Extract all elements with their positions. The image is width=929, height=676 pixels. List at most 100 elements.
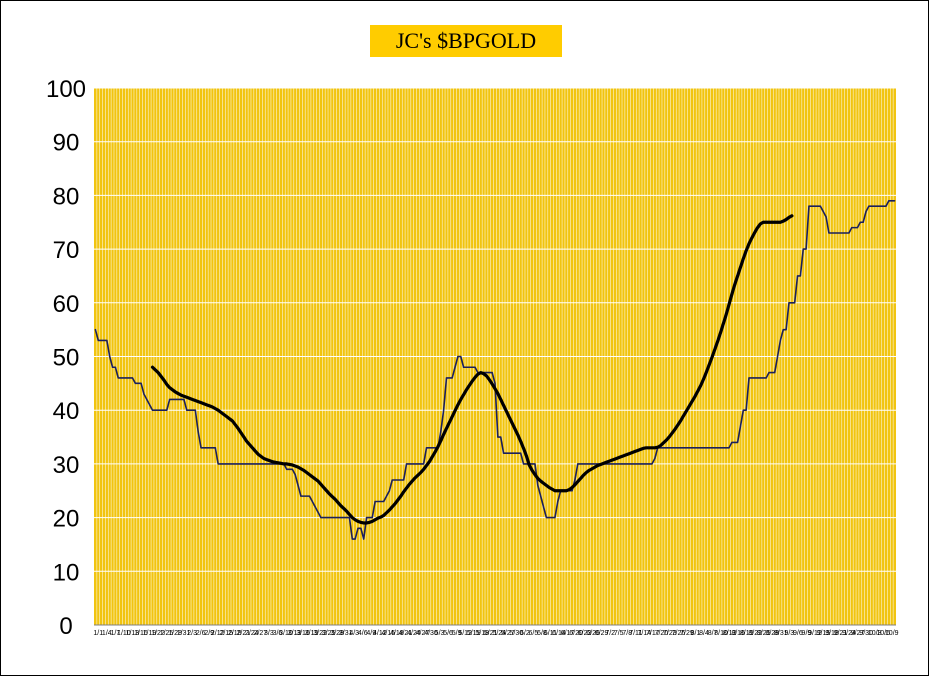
y-tick-label: 10 — [53, 559, 80, 586]
x-tick-label: 8/22 — [748, 630, 762, 637]
x-tick-labels: 1/11/41/71/101/131/161/191/221/251/281/3… — [93, 630, 898, 637]
x-tick-label: 7/20 — [655, 630, 669, 637]
y-tick-label: 50 — [53, 345, 80, 372]
x-tick-label: 5/30 — [510, 630, 524, 637]
x-tick-label: 3/28 — [330, 630, 344, 637]
x-tick-label: 3/3 — [264, 630, 274, 637]
x-tick-label: 4/18 — [390, 630, 404, 637]
y-tick-label: 90 — [53, 130, 80, 157]
x-tick-label: 4/30 — [424, 630, 438, 637]
x-tick-label: 6/20 — [569, 630, 583, 637]
x-tick-label: 8/1 — [691, 630, 701, 637]
x-tick-label: 6/17 — [561, 630, 575, 637]
x-tick-label: 5/9 — [452, 630, 462, 637]
x-tick-label: 8/25 — [757, 630, 771, 637]
x-tick-label: 4/24 — [407, 630, 421, 637]
x-tick-label: 6/29 — [595, 630, 609, 637]
x-tick-label: 9/6 — [793, 630, 803, 637]
x-tick-label: 2/3 — [187, 630, 197, 637]
y-tick-label: 0 — [59, 613, 72, 640]
x-tick-label: 5/15 — [467, 630, 481, 637]
x-tick-label: 1/25 — [160, 630, 174, 637]
x-tick-label: 9/27 — [851, 630, 865, 637]
x-tick-label: 5/27 — [501, 630, 515, 637]
x-tick-label: 4/27 — [416, 630, 430, 637]
y-tick-label: 80 — [53, 183, 80, 210]
x-tick-label: 2/18 — [228, 630, 242, 637]
x-tick-label: 7/23 — [663, 630, 677, 637]
x-tick-label: 6/2 — [520, 630, 530, 637]
x-tick-label: 5/21 — [484, 630, 498, 637]
x-tick-label: 7/17 — [646, 630, 660, 637]
x-tick-label: 4/12 — [373, 630, 387, 637]
x-tick-label: 7/29 — [680, 630, 694, 637]
x-tick-label: 3/22 — [313, 630, 327, 637]
chart-title: JC's $BPGOLD — [370, 25, 562, 57]
x-tick-label: 2/6 — [196, 630, 206, 637]
x-tick-label: 2/21 — [236, 630, 250, 637]
x-tick-label: 8/13 — [723, 630, 737, 637]
x-tick-label: 2/15 — [219, 630, 233, 637]
x-tick-label: 4/9 — [366, 630, 376, 637]
x-tick-label: 9/24 — [842, 630, 856, 637]
series-line-raw — [94, 199, 896, 540]
x-tick-label: 3/6 — [273, 630, 283, 637]
y-tick-label: 100 — [46, 76, 86, 103]
x-tick-label: 6/5 — [529, 630, 539, 637]
x-tick-label: 3/13 — [288, 630, 302, 637]
x-tick-label: 2/12 — [211, 630, 225, 637]
x-tick-label: 5/12 — [458, 630, 472, 637]
x-tick-label: 6/26 — [586, 630, 600, 637]
x-tick-label: 5/18 — [475, 630, 489, 637]
x-tick-label: 3/31 — [339, 630, 353, 637]
x-tick-label: 1/22 — [151, 630, 165, 637]
x-tick-label: 1/31 — [177, 630, 191, 637]
x-tick-label: 4/3 — [349, 630, 359, 637]
x-tick-label: 3/19 — [305, 630, 319, 637]
x-tick-label: 3/16 — [296, 630, 310, 637]
x-tick-label: 8/19 — [740, 630, 754, 637]
x-tick-label: 9/21 — [834, 630, 848, 637]
y-tick-label: 70 — [53, 237, 80, 264]
y-tick-label: 40 — [53, 398, 80, 425]
x-tick-label: 9/3 — [784, 630, 794, 637]
x-tick-label: 6/23 — [578, 630, 592, 637]
x-tick-label: 8/7 — [708, 630, 718, 637]
x-tick-label: 5/3 — [435, 630, 445, 637]
series-line-average — [150, 214, 794, 525]
x-tick-label: 7/14 — [637, 630, 651, 637]
x-tick-label: 1/10 — [117, 630, 131, 637]
x-tick-label: 7/5 — [614, 630, 624, 637]
x-tick-label: 7/8 — [622, 630, 632, 637]
series-lines — [94, 199, 896, 540]
x-tick-label: 6/14 — [552, 630, 566, 637]
x-tick-label: 10/6 — [876, 630, 890, 637]
x-tick-label: 4/6 — [358, 630, 368, 637]
x-tick-label: 1/4 — [102, 630, 112, 637]
x-tick-label: 3/25 — [322, 630, 336, 637]
y-tick-label: 20 — [53, 506, 80, 533]
x-tick-label: 1/1 — [93, 630, 103, 637]
x-tick-label: 10/9 — [885, 630, 899, 637]
y-tick-label: 30 — [53, 452, 80, 479]
x-tick-label: 7/11 — [629, 630, 642, 637]
x-tick-label: 2/9 — [204, 630, 214, 637]
x-tick-label: 6/11 — [544, 630, 557, 637]
x-tick-label: 7/2 — [605, 630, 615, 637]
x-tick-label: 8/28 — [765, 630, 779, 637]
x-tick-label: 10/3 — [868, 630, 882, 637]
x-tick-label: 2/24 — [245, 630, 259, 637]
x-tick-label: 8/31 — [774, 630, 788, 637]
x-tick-label: 8/4 — [699, 630, 709, 637]
x-tick-label: 8/16 — [731, 630, 745, 637]
x-tick-label: 6/8 — [537, 630, 547, 637]
x-tick-label: 1/7 — [110, 630, 120, 637]
x-tick-label: 9/9 — [802, 630, 812, 637]
x-tick-label: 5/24 — [492, 630, 506, 637]
x-tick-label: 7/26 — [672, 630, 686, 637]
x-tick-label: 2/27 — [254, 630, 268, 637]
x-tick-label: 1/19 — [143, 630, 157, 637]
x-tick-label: 3/10 — [279, 630, 293, 637]
x-tick-label: 9/18 — [825, 630, 839, 637]
